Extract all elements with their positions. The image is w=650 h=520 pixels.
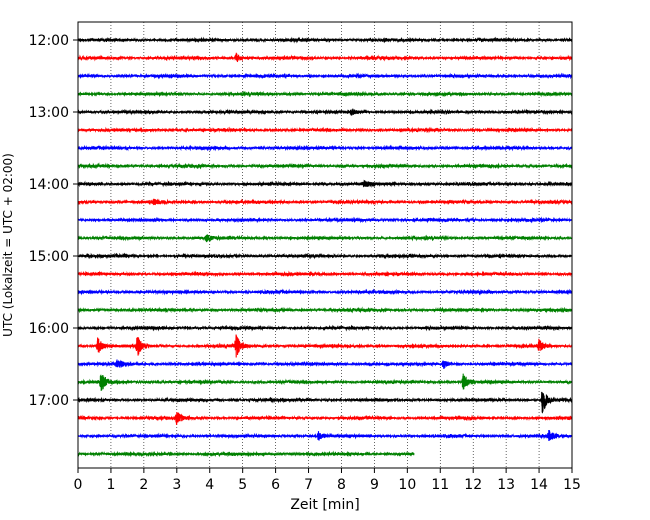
seismic-trace — [77, 126, 573, 134]
x-tick-label: 9 — [370, 477, 379, 493]
x-tick-label: 2 — [139, 477, 148, 493]
seismic-trace — [77, 52, 573, 63]
y-tick-label: 16:00 — [29, 321, 69, 337]
seismic-trace — [77, 288, 573, 296]
y-tick-label: 15:00 — [29, 249, 69, 265]
seismic-trace — [77, 216, 573, 224]
y-tick-label: 12:00 — [29, 33, 69, 49]
seismic-trace — [77, 108, 573, 116]
x-tick-label: 10 — [398, 477, 416, 493]
x-tick-label: 15 — [563, 477, 581, 493]
x-tick-label: 11 — [431, 477, 449, 493]
x-tick-label: 14 — [530, 477, 548, 493]
seismic-trace — [77, 90, 573, 98]
x-tick-label: 12 — [464, 477, 482, 493]
x-tick-label: 6 — [271, 477, 280, 493]
seismic-trace — [77, 429, 573, 442]
seismic-trace — [77, 450, 415, 458]
seismic-trace — [77, 72, 573, 80]
seismic-trace — [77, 179, 573, 188]
seismic-trace — [77, 198, 573, 206]
seismic-trace — [77, 162, 573, 170]
seismic-trace — [77, 144, 573, 152]
seismic-trace — [77, 306, 573, 314]
x-tick-label: 0 — [74, 477, 83, 493]
seismic-trace — [77, 334, 573, 358]
x-tick-label: 7 — [304, 477, 313, 493]
seismic-trace — [77, 391, 573, 414]
seismic-trace — [77, 359, 573, 369]
x-tick-label: 1 — [106, 477, 115, 493]
plot-frame — [77, 21, 573, 469]
seismic-trace — [77, 252, 573, 260]
trace-layer — [77, 36, 573, 458]
x-tick-label: 5 — [238, 477, 247, 493]
seismic-trace — [77, 373, 573, 391]
x-tick-label: 4 — [205, 477, 214, 493]
seismic-trace — [77, 36, 573, 44]
y-tick-label: 17:00 — [29, 393, 69, 409]
y-tick-label: 13:00 — [29, 105, 69, 121]
x-tick-label: 3 — [172, 477, 181, 493]
grid-layer — [110, 22, 540, 468]
y-axis-ticks: 12:00 13:00 14:00 15:00 16:00 17:00 — [29, 33, 78, 409]
x-tick-label: 13 — [497, 477, 515, 493]
seismic-trace — [77, 270, 573, 278]
seismic-trace — [77, 324, 573, 332]
y-axis-label: UTC (Lokalzeit = UTC + 02:00) — [1, 153, 15, 337]
x-axis-ticks: 0 1 2 3 4 5 6 7 8 9 10 11 12 13 14 15 — [74, 468, 581, 493]
y-tick-label: 14:00 — [29, 177, 69, 193]
x-tick-label: 8 — [337, 477, 346, 493]
seismic-trace — [77, 412, 573, 425]
x-axis-label: Zeit [min] — [290, 497, 359, 513]
seismic-trace — [77, 234, 573, 243]
